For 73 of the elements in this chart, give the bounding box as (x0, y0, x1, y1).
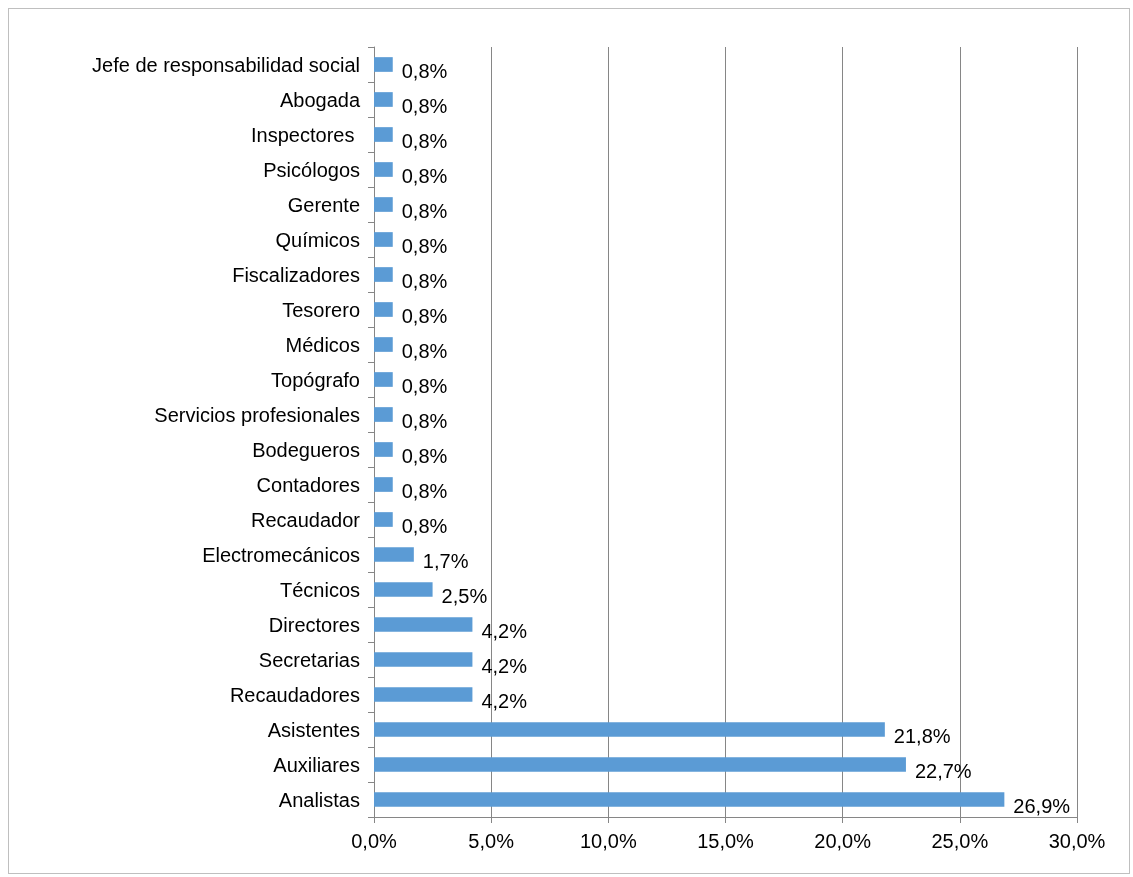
y-tick-label: Topógrafo (271, 368, 360, 391)
bar (374, 57, 393, 72)
bar (374, 442, 393, 457)
y-tick-label: Técnicos (279, 578, 360, 601)
bar (374, 232, 393, 247)
y-tick-label: Recaudador (251, 508, 361, 531)
data-label: 0,8% (401, 374, 448, 397)
y-tick-label: Directores (268, 613, 360, 636)
data-label: 0,8% (401, 479, 448, 502)
y-tick-label: Secretarias (258, 648, 360, 671)
y-tick-label: Médicos (285, 333, 360, 356)
data-label: 0,8% (401, 304, 448, 327)
y-tick-label: Analistas (278, 788, 360, 811)
y-tick-label: Auxiliares (273, 753, 360, 776)
y-tick-label: Fiscalizadores (232, 263, 360, 286)
bar (374, 477, 393, 492)
data-label: 0,8% (401, 514, 448, 537)
x-tick-label: 25,0% (931, 830, 989, 852)
data-label: 0,8% (401, 164, 448, 187)
y-tick-label: Servicios profesionales (154, 403, 360, 426)
bar (374, 757, 906, 772)
x-tick-label: 0,0% (351, 830, 398, 852)
data-label: 0,8% (401, 94, 448, 117)
x-tick-label: 5,0% (468, 830, 515, 852)
data-label: 1,7% (422, 549, 469, 572)
y-tick-label: Abogada (279, 88, 361, 111)
bar (374, 302, 393, 317)
bar (374, 792, 1005, 807)
data-label: 0,8% (401, 269, 448, 292)
bar (374, 582, 433, 597)
y-tick-label: Recaudadores (229, 683, 360, 706)
data-label: 0,8% (401, 339, 448, 362)
bar (374, 722, 885, 737)
y-tick-label: Psicólogos (263, 158, 360, 181)
x-tick-label: 30,0% (1048, 830, 1106, 852)
y-tick-label: Tesorero (282, 298, 360, 321)
bar (374, 162, 393, 177)
data-label: 4,2% (481, 619, 528, 642)
bar (374, 652, 473, 667)
bar (374, 92, 393, 107)
data-label: 0,8% (401, 199, 448, 222)
y-tick-label: Electromecánicos (202, 543, 360, 566)
y-tick-label: Inspectores (251, 123, 360, 146)
bar (374, 687, 473, 702)
data-label: 0,8% (401, 409, 448, 432)
data-label: 0,8% (401, 59, 448, 82)
data-label: 26,9% (1013, 794, 1071, 817)
bar (374, 547, 414, 562)
data-label: 22,7% (914, 759, 972, 782)
bar (374, 267, 393, 282)
y-tick-label: Gerente (287, 193, 360, 216)
bar (374, 372, 393, 387)
y-tick-label: Asistentes (267, 718, 360, 741)
bar (374, 512, 393, 527)
y-tick-label: Químicos (275, 228, 360, 251)
x-tick-label: 15,0% (697, 830, 755, 852)
bar (374, 127, 393, 142)
data-label: 4,2% (481, 689, 528, 712)
bar (374, 337, 393, 352)
bar (374, 197, 393, 212)
x-tick-label: 10,0% (579, 830, 637, 852)
data-label: 0,8% (401, 234, 448, 257)
data-label: 21,8% (893, 724, 951, 747)
y-tick-label: Contadores (256, 473, 360, 496)
data-label: 0,8% (401, 129, 448, 152)
y-tick-label: Jefe de responsabilidad social (92, 53, 360, 76)
bar (374, 617, 473, 632)
data-label: 4,2% (481, 654, 528, 677)
bar (374, 407, 393, 422)
y-tick-label: Bodegueros (252, 438, 360, 461)
data-label: 0,8% (401, 444, 448, 467)
x-tick-label: 20,0% (814, 830, 872, 852)
data-label: 2,5% (441, 584, 488, 607)
